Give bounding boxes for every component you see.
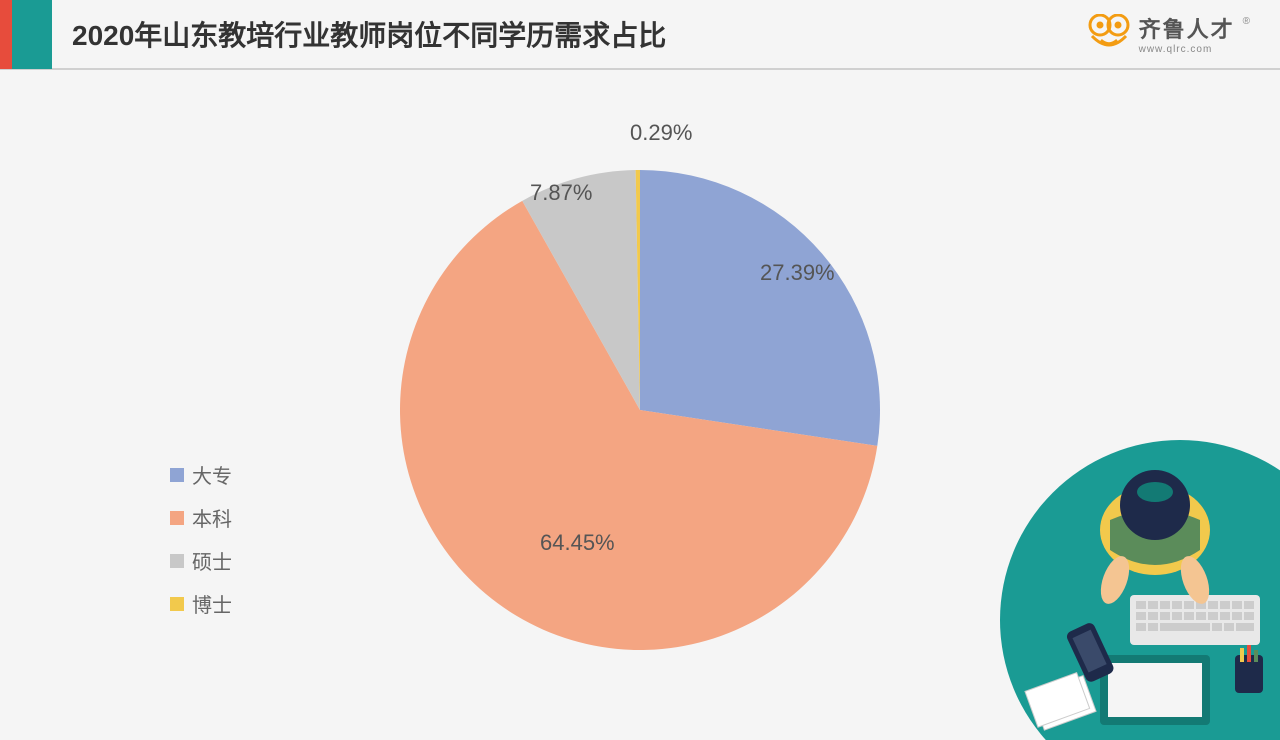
reg-mark: ®	[1243, 16, 1250, 27]
pie-slice	[640, 170, 880, 446]
pie-chart: 27.39% 64.45% 7.87% 0.29%	[380, 110, 900, 670]
legend: 大专本科硕士博士	[170, 460, 232, 618]
accent-red	[0, 0, 12, 69]
frog-icon	[1087, 14, 1131, 54]
legend-label: 硕士	[192, 546, 232, 575]
legend-item: 本科	[170, 503, 232, 532]
legend-swatch	[170, 468, 184, 482]
legend-swatch	[170, 511, 184, 525]
legend-item: 大专	[170, 460, 232, 489]
accent-teal	[12, 0, 52, 69]
pie-label: 27.39%	[760, 260, 835, 286]
pie-label: 0.29%	[630, 120, 692, 146]
brand-name: 齐鲁人才	[1139, 12, 1235, 44]
legend-swatch	[170, 597, 184, 611]
header: 2020年山东教培行业教师岗位不同学历需求占比 齐鲁人才 www.qlrc.co…	[0, 0, 1280, 70]
brand-logo: 齐鲁人才 www.qlrc.com ®	[1087, 12, 1250, 55]
pie-label: 64.45%	[540, 530, 615, 556]
pie-label: 7.87%	[530, 180, 592, 206]
page-title: 2020年山东教培行业教师岗位不同学历需求占比	[72, 14, 666, 54]
desk-illustration	[980, 420, 1280, 740]
legend-label: 大专	[192, 460, 232, 489]
legend-swatch	[170, 554, 184, 568]
legend-item: 博士	[170, 589, 232, 618]
legend-item: 硕士	[170, 546, 232, 575]
legend-label: 博士	[192, 589, 232, 618]
brand-url: www.qlrc.com	[1139, 44, 1213, 55]
chart-area: 27.39% 64.45% 7.87% 0.29% 大专本科硕士博士	[0, 70, 1280, 720]
legend-label: 本科	[192, 503, 232, 532]
